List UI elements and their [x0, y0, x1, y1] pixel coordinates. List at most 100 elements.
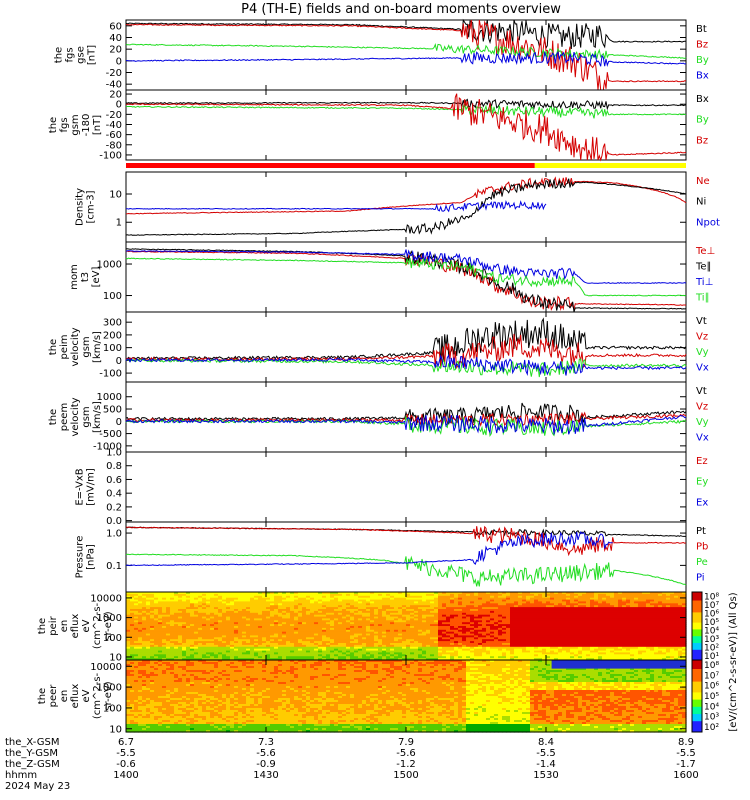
heatmap-cell [410, 592, 415, 595]
heatmap-cell [390, 605, 395, 608]
heatmap-cell [306, 618, 311, 621]
heatmap-cell [618, 610, 623, 614]
heatmap-cell [526, 597, 531, 601]
heatmap-cell [594, 646, 599, 650]
heatmap-cell [146, 595, 151, 599]
heatmap-cell [194, 595, 199, 599]
heatmap-cell [134, 654, 139, 657]
heatmap-cell [630, 605, 635, 608]
heatmap-cell [390, 592, 395, 595]
heatmap-cell [322, 601, 327, 604]
heatmap-cell [318, 654, 323, 657]
heatmap-cell [134, 635, 139, 638]
heatmap-cell [550, 622, 555, 625]
heatmap-cell [250, 637, 255, 640]
heatmap-cell [262, 609, 267, 612]
heatmap-cell [350, 593, 355, 597]
heatmap-cell [578, 635, 583, 638]
heatmap-cell [390, 616, 395, 620]
heatmap-cell [430, 656, 435, 659]
heatmap-cell [602, 654, 607, 657]
heatmap-cell [390, 633, 395, 637]
heatmap-cell [562, 633, 567, 637]
heatmap-cell [266, 612, 271, 616]
heatmap-cell [514, 618, 519, 621]
heatmap-cell [262, 616, 267, 620]
heatmap-cell [522, 607, 527, 610]
heatmap-cell [222, 599, 227, 603]
heatmap-cell [170, 609, 175, 612]
heatmap-cell [254, 635, 259, 638]
heatmap-cell [414, 618, 419, 621]
heatmap-cell [394, 597, 399, 601]
heatmap-cell [446, 652, 451, 655]
heatmap-cell [274, 622, 279, 625]
heatmap-cell [614, 652, 619, 655]
heatmap-cell [134, 646, 139, 650]
heatmap-cell [430, 627, 435, 631]
heatmap-cell [638, 656, 643, 659]
legend-peim_velocity-0: Vt [696, 316, 707, 327]
heatmap-cell [146, 629, 151, 633]
heatmap-cell [226, 654, 231, 657]
heatmap-cell [178, 624, 183, 627]
heatmap-cell [438, 648, 443, 652]
panel-frame [125, 89, 687, 161]
heatmap-cell [422, 650, 427, 654]
heatmap-cell [614, 610, 619, 614]
heatmap-cell [250, 646, 255, 650]
heatmap-cell [502, 643, 507, 646]
heatmap-cell [482, 620, 487, 623]
heatmap-cell [622, 593, 627, 597]
heatmap-cell [570, 616, 575, 620]
heatmap-cell [594, 618, 599, 621]
heatmap-cell [546, 658, 551, 661]
heatmap-cell [414, 643, 419, 646]
heatmap-cell [206, 595, 211, 599]
heatmap-cell [626, 601, 631, 604]
heatmap-cell [470, 593, 475, 597]
heatmap-cell [162, 612, 167, 616]
heatmap-cell [254, 639, 259, 642]
heatmap-cell [554, 610, 559, 614]
heatmap-cell [238, 646, 243, 650]
heatmap-cell [198, 593, 203, 597]
heatmap-cell [154, 593, 159, 597]
heatmap-cell [358, 620, 363, 623]
heatmap-cell [418, 593, 423, 597]
heatmap-cell [606, 593, 611, 597]
heatmap-cell [618, 612, 623, 616]
heatmap-cell [578, 644, 583, 648]
heatmap-cell [374, 644, 379, 648]
heatmap-cell [290, 610, 295, 614]
heatmap-cell [186, 644, 191, 648]
heatmap-cell [190, 641, 195, 644]
heatmap-cell [486, 641, 491, 644]
heatmap-cell [310, 633, 315, 637]
heatmap-cell [242, 643, 247, 646]
heatmap-cell [586, 650, 591, 654]
heatmap-cell [138, 595, 143, 599]
heatmap-cell [234, 592, 239, 595]
heatmap-cell [310, 643, 315, 646]
heatmap-cell [426, 658, 431, 661]
heatmap-cell [422, 626, 427, 629]
heatmap-cell [222, 658, 227, 661]
heatmap-cell [354, 609, 359, 612]
heatmap-cell [458, 648, 463, 652]
heatmap-cell [414, 639, 419, 642]
heatmap-cell [482, 592, 487, 595]
heatmap-cell [302, 650, 307, 654]
heatmap-cell [538, 593, 543, 597]
heatmap-cell [562, 618, 567, 621]
heatmap-cell [498, 646, 503, 650]
heatmap-cell [598, 654, 603, 657]
heatmap-cell [442, 603, 447, 606]
heatmap-cell [610, 631, 615, 635]
heatmap-cell [190, 648, 195, 652]
heatmap-cell [302, 654, 307, 657]
heatmap-cell [446, 614, 451, 618]
heatmap-cell [486, 618, 491, 621]
heatmap-cell [378, 626, 383, 629]
